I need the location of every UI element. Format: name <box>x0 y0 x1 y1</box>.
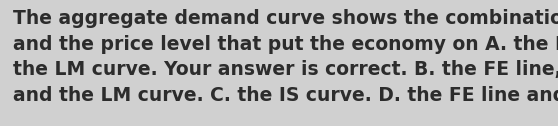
Text: The aggregate demand curve shows the combinations of output
and the price level : The aggregate demand curve shows the com… <box>13 9 558 105</box>
